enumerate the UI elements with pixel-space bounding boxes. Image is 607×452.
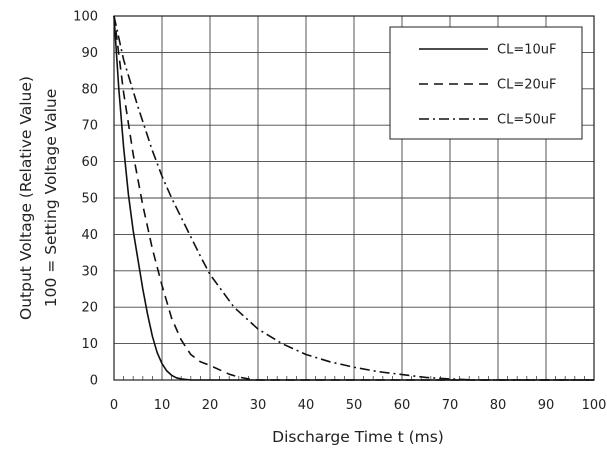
legend-label: CL=10uF xyxy=(497,43,556,58)
legend-items: CL=10uF CL=20uF CL=50uF xyxy=(419,43,556,128)
legend-label: CL=20uF xyxy=(497,78,556,93)
x-tick-label: 30 xyxy=(250,398,267,413)
legend-label: CL=50uF xyxy=(497,113,556,128)
y-tick-label: 90 xyxy=(81,46,98,61)
x-tick-label: 0 xyxy=(110,398,118,413)
y-tick-label: 40 xyxy=(81,228,98,243)
x-tick-label: 20 xyxy=(202,398,219,413)
y-axis-title-line1: Output Voltage (Relative Value) xyxy=(17,76,35,320)
y-tick-label: 60 xyxy=(81,155,98,170)
series-line-cl-10uf xyxy=(113,15,594,381)
y-tick-label: 20 xyxy=(81,301,98,316)
x-tick-label: 50 xyxy=(346,398,363,413)
y-tick-labels: 0 10 20 30 40 50 60 70 80 90 100 xyxy=(73,10,98,389)
x-tick-label: 40 xyxy=(298,398,315,413)
x-tick-labels: 0 10 20 30 40 50 60 70 80 90 100 xyxy=(110,398,607,413)
x-tick-label: 70 xyxy=(442,398,459,413)
x-tick-label: 100 xyxy=(582,398,607,413)
x-tick-label: 60 xyxy=(394,398,411,413)
legend: CL=10uF CL=20uF CL=50uF xyxy=(389,26,583,140)
y-axis-title-line2: 100 = Setting Voltage Value xyxy=(42,89,60,307)
series-layer xyxy=(113,15,594,381)
y-tick-label: 100 xyxy=(73,10,98,25)
y-tick-label: 10 xyxy=(81,337,98,352)
legend-box xyxy=(389,26,583,140)
series-line-cl-50uf xyxy=(113,15,594,381)
series-line-cl-20uf xyxy=(113,15,594,381)
y-tick-label: 30 xyxy=(81,264,98,279)
y-tick-label: 70 xyxy=(81,119,98,134)
y-tick-label: 80 xyxy=(81,82,98,97)
y-tick-label: 0 xyxy=(90,374,98,389)
y-tick-label: 50 xyxy=(81,192,98,207)
x-tick-label: 80 xyxy=(490,398,507,413)
x-axis-title: Discharge Time t (ms) xyxy=(272,428,444,446)
x-tick-label: 90 xyxy=(538,398,555,413)
x-tick-label: 10 xyxy=(154,398,171,413)
